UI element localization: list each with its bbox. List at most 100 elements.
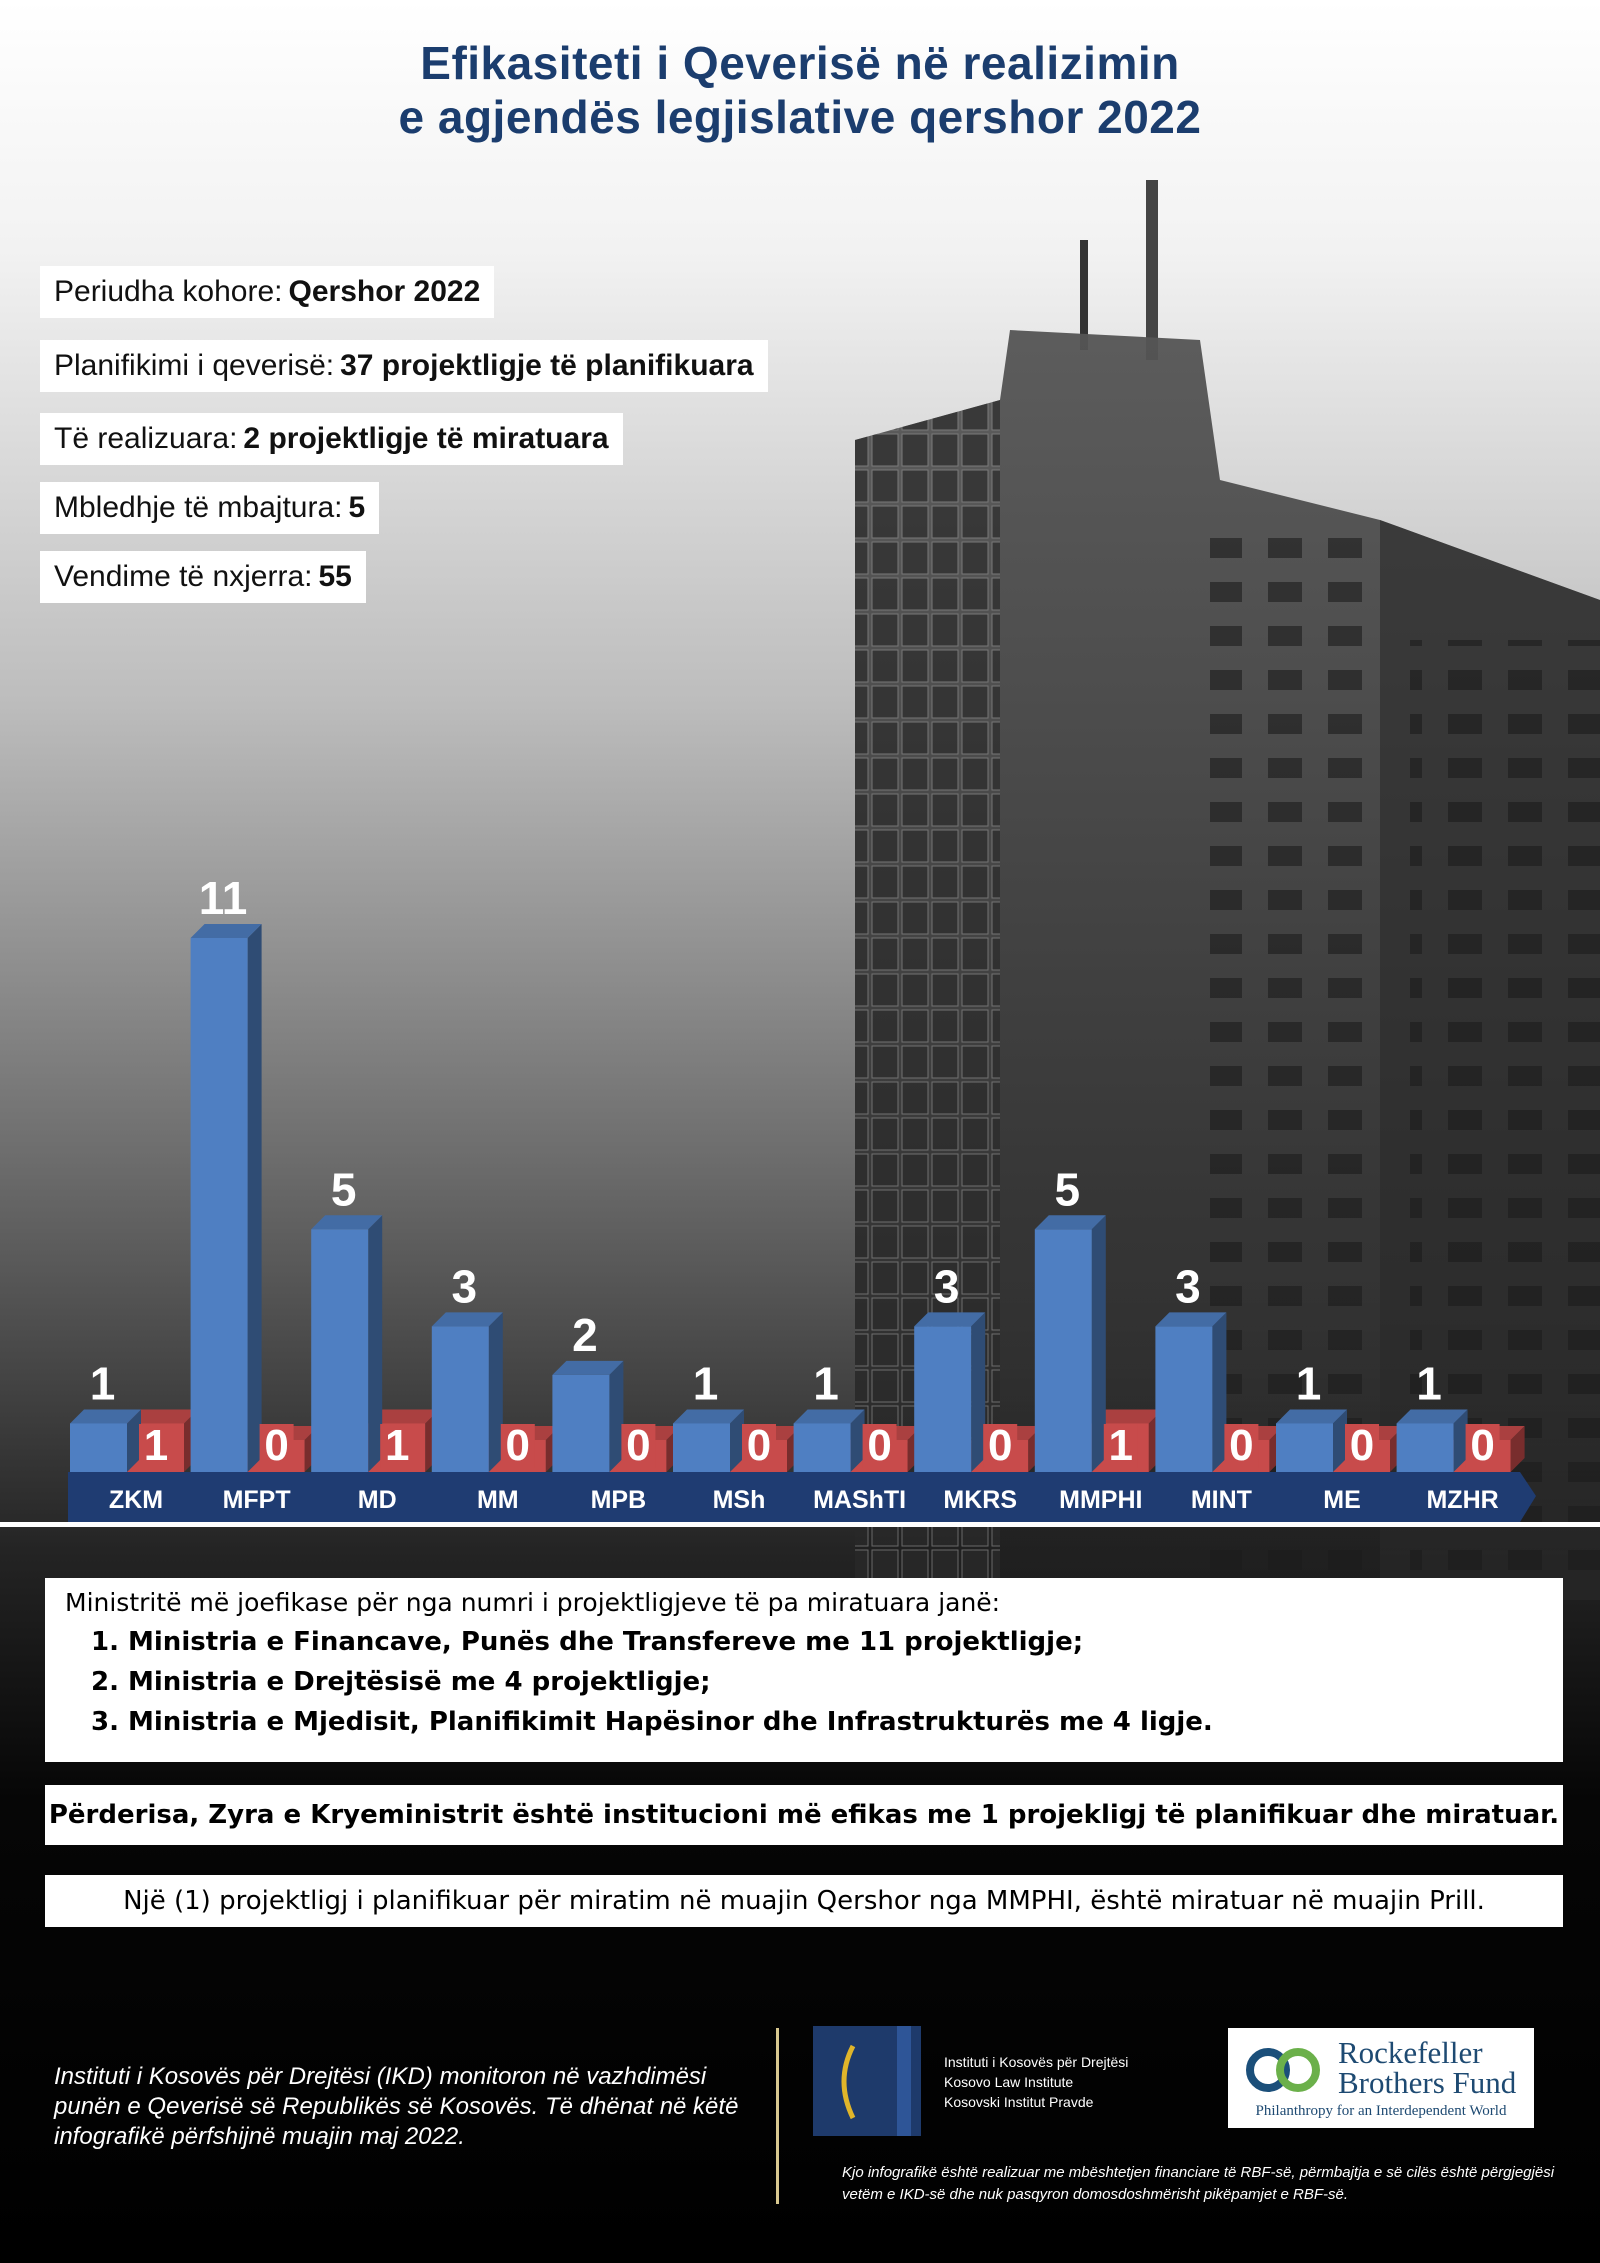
planned-bar-side [368, 1215, 383, 1472]
approved-value-label: 0 [1229, 1421, 1253, 1470]
planned-bar [431, 1326, 489, 1472]
note-box: Një (1) projektligj i planifikuar për mi… [45, 1875, 1563, 1927]
approved-value-box [1345, 1424, 1379, 1468]
info-plan: Planifikimi i qeverisë: 37 projektligje … [40, 340, 768, 392]
planned-value-label: 3 [1175, 1260, 1201, 1312]
approved-value-box [1103, 1424, 1138, 1468]
planned-value-label: 1 [1416, 1357, 1442, 1409]
category-label: MMPHI [1059, 1486, 1142, 1514]
category-label: MD [358, 1486, 397, 1514]
category-axis-band [68, 1472, 1536, 1522]
title-line-1: Efikasiteti i Qeverisë në realizimin [420, 37, 1180, 89]
planned-value-label: 5 [331, 1163, 357, 1215]
approved-value-label: 0 [988, 1421, 1012, 1470]
info-decisions-label: Vendime të nxjerra: [54, 560, 313, 593]
planned-bar-side [1091, 1215, 1106, 1472]
planned-value-label: 1 [1296, 1357, 1322, 1409]
planned-bar-top [914, 1312, 986, 1327]
bar-chart: 11ZKM110MFPT51MD30MM20MPB10MSh10MAShTI30… [68, 872, 1536, 1522]
approved-value-box [380, 1424, 415, 1468]
planned-bar-top [793, 1409, 865, 1424]
planned-bar-side [730, 1409, 744, 1472]
info-plan-value: 37 projektligje të planifikuara [340, 349, 754, 382]
planned-bar [914, 1326, 972, 1472]
category-label: MPB [591, 1486, 647, 1514]
approved-value-box [621, 1424, 656, 1468]
planned-bar-top [1276, 1409, 1347, 1424]
planned-value-label: 5 [1055, 1163, 1081, 1215]
approved-bar-top [368, 1409, 440, 1424]
info-meetings: Mbledhje të mbajtura: 5 [40, 482, 380, 534]
planned-bar-top [311, 1215, 383, 1230]
footer-divider [776, 2028, 779, 2204]
approved-value-label: 0 [506, 1421, 530, 1470]
approved-value-label: 0 [1470, 1421, 1494, 1470]
planned-bar-side [1453, 1409, 1468, 1472]
planned-bar [552, 1374, 610, 1472]
planned-bar-top [431, 1312, 503, 1327]
summary-item: 2. Ministria e Drejtësisë me 4 projektli… [91, 1667, 711, 1697]
ikd-note: Instituti i Kosovës për Drejtësi (IKD) m… [54, 2063, 739, 2150]
title-line-2: e agjendës legjislative qershor 2022 [398, 91, 1202, 143]
info-period-label: Periudha kohore: [54, 275, 283, 308]
planned-bar-side [1212, 1312, 1227, 1472]
planned-value-label: 3 [934, 1260, 960, 1312]
rbf-name-line1: Rockefeller [1338, 2035, 1483, 2070]
info-meetings-value: 5 [348, 491, 366, 524]
highlight-box: Përderisa, Zyra e Kryeministrit është in… [45, 1785, 1563, 1845]
category-label: MKRS [943, 1486, 1017, 1514]
category-label: MSh [713, 1486, 766, 1514]
category-label: ME [1323, 1486, 1361, 1514]
ikd-logo-text: Instituti i Kosovës për Drejtësi Kosovo … [944, 2052, 1128, 2112]
approved-value-label: 0 [867, 1421, 891, 1470]
planned-bar-top [70, 1409, 141, 1424]
rbf-name: Rockefeller Brothers Fund [1338, 2035, 1516, 2098]
summary-intro: Ministritë më joefikase për nga numri i … [65, 1588, 1001, 1617]
planned-bar [793, 1423, 851, 1472]
info-realized-label: Të realizuara: [54, 422, 238, 455]
planned-bar-side [127, 1409, 141, 1472]
approved-value-box [139, 1424, 173, 1468]
rbf-logo: Rockefeller Brothers Fund Philanthropy f… [1228, 2028, 1534, 2128]
planned-bar [70, 1423, 127, 1472]
planned-value-label: 1 [693, 1357, 719, 1409]
disclaimer: Kjo infografikë është realizuar me mbësh… [842, 2164, 1555, 2203]
ikd-logo-line: Kosovo Law Institute [944, 2074, 1074, 2090]
ikd-logo-icon [813, 2026, 921, 2136]
approved-value-label: 1 [385, 1421, 409, 1470]
planned-bar-side [247, 924, 262, 1472]
info-realized-value: 2 projektligje të miratuara [243, 422, 609, 455]
approved-value-label: 1 [1109, 1421, 1133, 1470]
planned-bar [190, 938, 248, 1472]
ikd-logo-line: Kosovski Institut Pravde [944, 2094, 1094, 2110]
approved-value-box [742, 1424, 776, 1468]
planned-bar-top [1034, 1215, 1106, 1230]
category-label: MZHR [1426, 1486, 1498, 1514]
planned-bar [673, 1423, 730, 1472]
planned-bar-side [609, 1360, 624, 1472]
planned-bar-side [850, 1409, 865, 1472]
info-plan-label: Planifikimi i qeverisë: [54, 349, 335, 382]
planned-bar-top [552, 1360, 624, 1375]
approved-value-label: 1 [144, 1421, 168, 1470]
divider [0, 1522, 1600, 1527]
category-label: MINT [1191, 1486, 1252, 1514]
planned-bar-top [673, 1409, 744, 1424]
info-realized: Të realizuara: 2 projektligje të miratua… [40, 413, 623, 465]
planned-bar [311, 1229, 369, 1472]
info-period-value: Qershor 2022 [288, 275, 481, 308]
approved-value-label: 0 [747, 1421, 771, 1470]
approved-value-box [1224, 1424, 1259, 1468]
planned-value-label: 11 [199, 872, 248, 924]
planned-bar-side [971, 1312, 986, 1472]
info-meetings-label: Mbledhje të mbajtura: [54, 491, 343, 524]
approved-value-box [500, 1424, 535, 1468]
planned-bar-top [190, 924, 262, 938]
planned-bar [1276, 1423, 1333, 1472]
approved-value-box [1465, 1424, 1500, 1468]
highlight-text: Përderisa, Zyra e Kryeministrit është in… [48, 1800, 1560, 1830]
approved-bar-side [1510, 1426, 1525, 1472]
planned-bar [1034, 1229, 1092, 1472]
approved-value-box [862, 1424, 897, 1468]
category-label: MFPT [223, 1486, 291, 1514]
